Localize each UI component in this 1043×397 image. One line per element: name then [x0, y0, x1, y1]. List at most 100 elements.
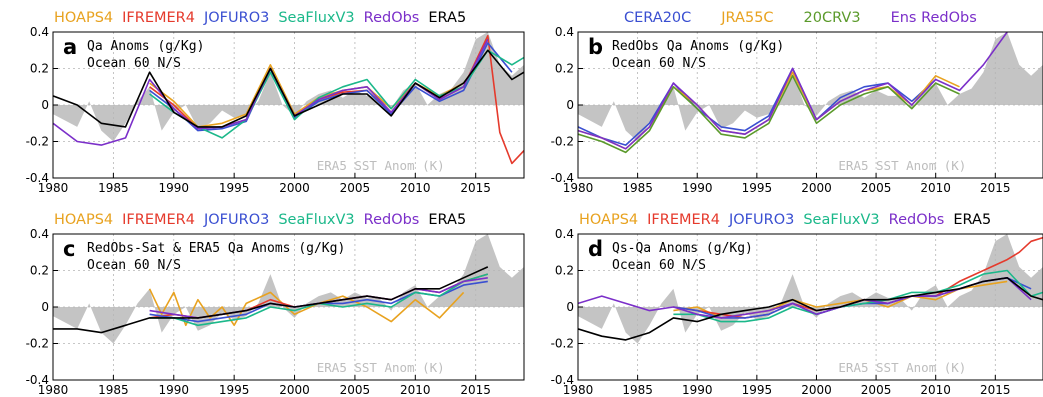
series-line-ens-redobs — [578, 32, 1008, 150]
y-tick-label: 0.4 — [30, 25, 49, 39]
legend-entry: SeaFluxV3 — [278, 212, 354, 228]
y-tick-label: 0.2 — [30, 264, 49, 278]
x-tick-label: 2005 — [340, 181, 371, 195]
panel-title: RedObs Qa Anoms (g/Kg) — [612, 39, 784, 54]
sst-shading-area — [53, 234, 524, 344]
legend-entry: JOFURO3 — [203, 212, 269, 228]
sst-shading-label: ERA5 SST Anom (K) — [838, 360, 966, 375]
x-tick-label: 1990 — [158, 383, 189, 397]
y-tick-label: 0.2 — [555, 62, 574, 76]
x-tick-label: 2015 — [980, 383, 1011, 397]
x-tick-label: 1985 — [98, 383, 129, 397]
x-tick-label: 2005 — [340, 383, 371, 397]
legend-entry: IFREMER4 — [122, 212, 195, 228]
panel-title: Qa Anoms (g/Kg) — [87, 39, 204, 54]
legend-entry: IFREMER4 — [647, 212, 720, 228]
x-tick-label: 2005 — [861, 383, 892, 397]
y-tick-label: -0.2 — [26, 337, 49, 351]
x-tick-label: 1995 — [219, 181, 250, 195]
sst-shading-area — [578, 234, 1043, 344]
x-tick-label: 1980 — [38, 383, 69, 397]
x-tick-label: 2000 — [801, 181, 832, 195]
x-tick-label: 2015 — [460, 181, 491, 195]
legend-entry: HOAPS4 — [54, 212, 113, 228]
x-tick-label: 1995 — [742, 383, 773, 397]
y-tick-label: -0.4 — [26, 171, 49, 185]
x-tick-label: 2010 — [920, 383, 951, 397]
legend-entry: HOAPS4 — [579, 212, 638, 228]
y-tick-label: -0.2 — [551, 135, 574, 149]
panel-d: 1980 1985 1990 1995 2000 2005 2010 2015 0.4 0.2 0 -… — [551, 212, 1043, 397]
x-tick-label: 2000 — [279, 383, 310, 397]
legend-entry: IFREMER4 — [122, 10, 195, 26]
panel-letter: b — [588, 35, 603, 59]
series-line-era5 — [53, 266, 489, 334]
legend-entry: ERA5 — [428, 10, 466, 26]
series-line-seafluxv3 — [673, 269, 1043, 323]
sst-shading-area — [53, 32, 524, 142]
y-tick-label: -0.4 — [551, 373, 574, 387]
panel-letter: a — [63, 35, 77, 59]
x-tick-label: 2010 — [920, 181, 951, 195]
legend-entry: ERA5 — [953, 212, 991, 228]
legend-entry: 20CRV3 — [804, 10, 861, 26]
x-tick-label: 1990 — [682, 383, 713, 397]
legend-entry: CERA20C — [624, 10, 691, 26]
panel-subtitle: Ocean 60 N/S — [612, 258, 706, 273]
y-tick-label: -0.2 — [26, 135, 49, 149]
y-tick-label: 0 — [41, 300, 49, 314]
legend-entry: JOFURO3 — [728, 212, 794, 228]
y-tick-label: 0 — [566, 300, 574, 314]
legend-entry: Ens RedObs — [891, 10, 977, 26]
panel-subtitle: Ocean 60 N/S — [612, 56, 706, 71]
x-tick-label: 1980 — [563, 181, 594, 195]
legend-entry: RedObs — [364, 212, 420, 228]
x-tick-label: 1985 — [622, 383, 653, 397]
legend-entry: HOAPS4 — [54, 10, 113, 26]
legend-entry: RedObs — [364, 10, 420, 26]
panel-subtitle: Ocean 60 N/S — [87, 56, 181, 71]
y-tick-label: -0.4 — [26, 373, 49, 387]
x-tick-label: 2005 — [861, 181, 892, 195]
sst-shading-area — [578, 32, 1043, 142]
panel-subtitle: Ocean 60 N/S — [87, 258, 181, 273]
y-tick-label: 0.4 — [555, 25, 574, 39]
x-tick-label: 1980 — [38, 181, 69, 195]
legend-entry: JRA55C — [720, 10, 773, 26]
series-line-era5 — [53, 49, 524, 128]
y-tick-label: 0.2 — [30, 62, 49, 76]
series-line-cera20c — [578, 67, 937, 146]
panel-title: Qs-Qa Anoms (g/Kg) — [612, 241, 753, 256]
y-tick-label: 0 — [566, 98, 574, 112]
x-tick-label: 1990 — [158, 181, 189, 195]
panel-b: 1980 1985 1990 1995 2000 2005 2010 2015 0.4 0.2 0 -… — [551, 10, 1043, 195]
y-tick-label: 0.4 — [30, 227, 49, 241]
legend-entry: JOFURO3 — [203, 10, 269, 26]
panel-title: RedObs-Sat & ERA5 Qa Anoms (g/Kg) — [87, 241, 345, 256]
x-tick-label: 1995 — [742, 181, 773, 195]
x-tick-label: 1985 — [98, 181, 129, 195]
legend-entry: ERA5 — [428, 212, 466, 228]
legend-entry: SeaFluxV3 — [278, 10, 354, 26]
y-tick-label: -0.2 — [551, 337, 574, 351]
panel-c: 1980 1985 1990 1995 2000 2005 2010 2015 0.4 0.2 0 -… — [26, 212, 525, 397]
x-tick-label: 1995 — [219, 383, 250, 397]
x-tick-label: 1980 — [563, 383, 594, 397]
x-tick-label: 1990 — [682, 181, 713, 195]
panel-a: 1980 1985 1990 1995 2000 2005 2010 2015 0.4 0.2 0 -… — [26, 10, 525, 195]
series-line-era5 — [578, 276, 1043, 341]
x-tick-label: 2000 — [801, 383, 832, 397]
series-line-jofuro3 — [149, 42, 513, 132]
series-line-20crv3 — [578, 75, 960, 154]
x-tick-label: 2010 — [400, 383, 431, 397]
y-tick-label: -0.4 — [551, 171, 574, 185]
legend-entry: SeaFluxV3 — [803, 212, 879, 228]
x-tick-label: 2010 — [400, 181, 431, 195]
series-line-seafluxv3 — [149, 49, 524, 139]
sst-shading-label: ERA5 SST Anom (K) — [838, 158, 966, 173]
y-tick-label: 0.4 — [555, 227, 574, 241]
x-tick-label: 2015 — [980, 181, 1011, 195]
y-tick-label: 0.2 — [555, 264, 574, 278]
sst-shading-label: ERA5 SST Anom (K) — [317, 158, 445, 173]
